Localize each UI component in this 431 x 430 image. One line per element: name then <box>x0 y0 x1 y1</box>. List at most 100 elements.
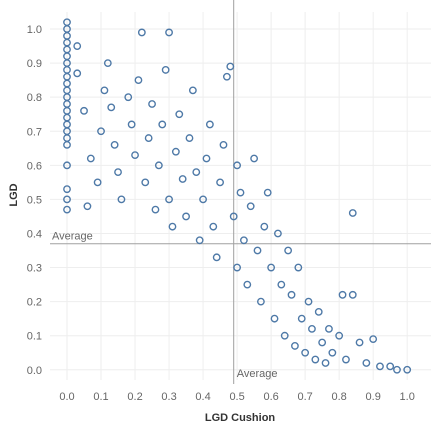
data-point <box>318 338 327 347</box>
data-point <box>233 263 241 272</box>
data-point <box>328 348 337 357</box>
data-point <box>141 178 150 187</box>
data-point <box>144 134 153 142</box>
data-point <box>294 263 303 272</box>
data-point <box>171 147 180 156</box>
data-point <box>386 362 395 371</box>
data-point <box>175 110 184 119</box>
data-point <box>287 290 296 299</box>
x-tick-label: 0.5 <box>229 391 244 403</box>
x-tick-label: 1.0 <box>400 391 415 403</box>
data-point <box>137 28 146 37</box>
y-tick-label: 1.0 <box>27 24 42 36</box>
x-tick-label: 0.7 <box>297 391 312 403</box>
data-point <box>131 151 139 160</box>
data-point <box>369 335 378 344</box>
x-tick-label: 0.3 <box>161 391 176 403</box>
data-point <box>110 140 119 149</box>
data-point <box>277 280 286 289</box>
points-layer <box>63 18 412 374</box>
y-tick-label: 0.3 <box>27 263 42 275</box>
data-point <box>83 202 92 211</box>
data-point <box>219 140 228 149</box>
data-point <box>311 355 320 364</box>
data-point <box>236 188 245 197</box>
data-point <box>222 72 231 81</box>
y-tick-label: 0.9 <box>27 58 42 70</box>
data-point <box>348 209 357 217</box>
data-point <box>86 154 95 163</box>
data-point <box>151 205 160 214</box>
y-tick-label: 0.6 <box>27 160 42 172</box>
data-point <box>165 28 173 37</box>
data-point <box>348 290 357 299</box>
x-tick-label: 0.9 <box>366 391 381 403</box>
x-tick-label: 0.8 <box>332 391 347 403</box>
data-point <box>325 324 333 333</box>
data-point <box>243 280 252 289</box>
y-tick-label: 0.0 <box>27 365 42 377</box>
data-point <box>335 331 344 340</box>
data-point <box>107 103 116 112</box>
data-point <box>134 76 143 85</box>
data-point <box>165 195 173 204</box>
data-point <box>280 331 289 340</box>
data-point <box>148 100 156 108</box>
data-point <box>291 342 299 350</box>
data-point <box>63 140 71 149</box>
data-point <box>127 120 136 129</box>
x-tick-label: 0.4 <box>195 391 210 403</box>
data-point <box>202 154 211 163</box>
reference-lines: Average Average <box>50 0 431 384</box>
data-point <box>229 212 238 221</box>
data-point <box>240 236 248 245</box>
data-point <box>301 348 310 357</box>
y-tick-label: 0.1 <box>27 331 42 343</box>
data-point <box>355 338 364 347</box>
data-point <box>284 246 293 255</box>
data-point <box>100 86 109 95</box>
data-point <box>233 161 241 170</box>
data-point <box>161 66 170 74</box>
data-point <box>246 202 255 211</box>
x-average-label: Average <box>237 368 278 380</box>
data-point <box>403 365 412 374</box>
data-point <box>182 212 190 221</box>
y-axis-title: LGD <box>8 183 20 206</box>
data-point <box>393 365 401 374</box>
data-point <box>314 307 323 316</box>
tick-labels: 0.0 0.1 0.2 0.3 0.4 0.5 0.6 0.7 0.8 0.9 1.0 0.0 0.1 0… <box>27 24 415 403</box>
data-point <box>63 195 71 204</box>
data-point <box>188 86 197 95</box>
data-point <box>73 42 82 50</box>
x-tick-label: 0.2 <box>127 391 142 403</box>
data-point <box>253 246 262 255</box>
data-point <box>250 154 259 163</box>
data-point <box>199 195 207 204</box>
data-point <box>226 62 235 71</box>
data-point <box>216 178 224 187</box>
x-axis-title: LGD Cushion <box>205 412 276 424</box>
x-tick-label: 0.0 <box>59 391 74 403</box>
data-point <box>257 297 265 306</box>
data-point <box>308 324 316 333</box>
data-point <box>63 161 71 170</box>
data-point <box>195 236 204 245</box>
y-tick-label: 0.7 <box>27 126 42 138</box>
data-point <box>178 175 187 183</box>
data-point <box>205 120 214 129</box>
data-point <box>274 229 282 238</box>
data-point <box>297 314 306 323</box>
data-point <box>117 195 126 204</box>
data-point <box>168 222 177 231</box>
data-point <box>158 120 167 129</box>
y-average-label: Average <box>52 231 93 243</box>
data-point <box>103 59 112 68</box>
data-point <box>97 127 105 136</box>
y-tick-label: 0.4 <box>27 228 42 240</box>
data-point <box>124 93 133 102</box>
data-point <box>304 297 313 306</box>
data-point <box>63 185 71 194</box>
y-tick-label: 0.2 <box>27 297 42 309</box>
